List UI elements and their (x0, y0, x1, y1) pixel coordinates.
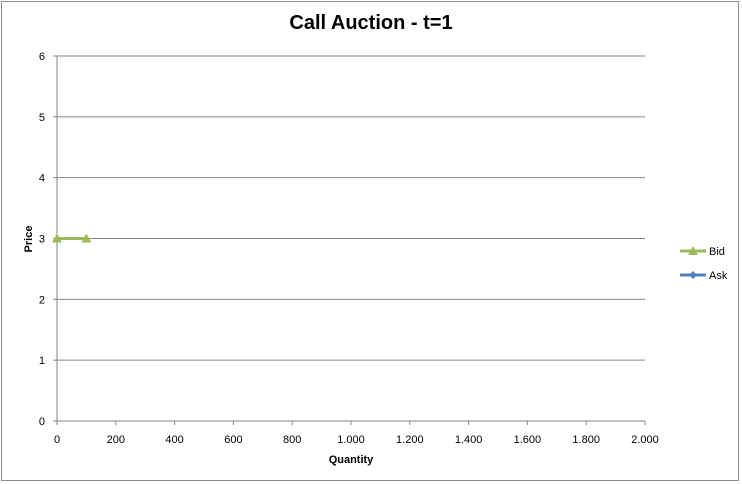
x-tick-label: 200 (107, 434, 125, 446)
y-tick-label: 4 (39, 173, 45, 185)
legend-ask-marker (689, 271, 697, 279)
y-tick-label: 3 (39, 234, 45, 246)
x-tick-label: 600 (224, 434, 242, 446)
series (52, 233, 92, 243)
x-tick-label: 2.000 (631, 434, 659, 446)
y-tick-label: 2 (39, 294, 45, 306)
legend: Bid Ask (680, 246, 728, 282)
gridlines (57, 55, 645, 361)
legend-bid-label: Bid (709, 246, 725, 258)
y-axis-title: Price (23, 226, 35, 253)
x-tick-label: 800 (283, 434, 301, 446)
chart-title: Call Auction - t=1 (289, 12, 453, 34)
x-tick-label: 1.400 (455, 434, 483, 446)
x-tick-label: 1.200 (396, 434, 424, 446)
legend-ask-label: Ask (709, 270, 728, 282)
x-axis-title: Quantity (329, 454, 374, 466)
x-tick-label: 1.800 (572, 434, 600, 446)
x-tick-label: 1.000 (337, 434, 365, 446)
bid-data-point (52, 233, 62, 243)
y-tick-label: 1 (39, 355, 45, 367)
legend-bid-marker (688, 246, 698, 255)
x-tick-label: 1.600 (514, 434, 542, 446)
y-tick-label: 0 (39, 416, 45, 428)
axes: 0 1 2 3 4 5 6 0 200 400 600 800 1.000 1.200 1.400 1.600… (39, 51, 659, 446)
x-tick-label: 0 (54, 434, 60, 446)
y-tick-label: 5 (39, 112, 45, 124)
y-tick-label: 6 (39, 51, 45, 63)
x-tick-label: 400 (165, 434, 183, 446)
bid-data-point (81, 233, 92, 243)
